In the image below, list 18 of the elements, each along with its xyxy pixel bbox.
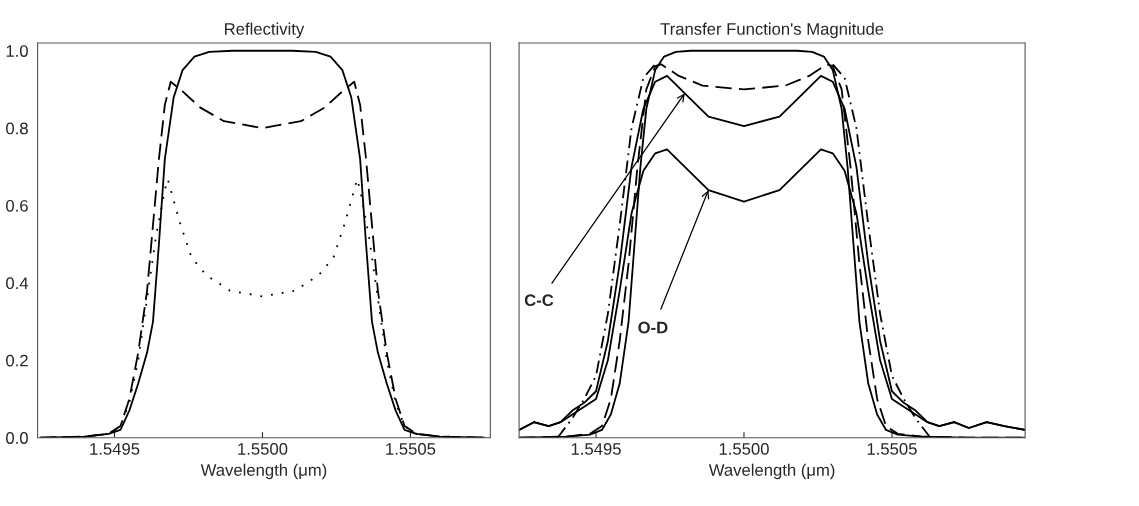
y-tick-label: 0.0 bbox=[6, 432, 28, 444]
annotation: O-D bbox=[638, 321, 668, 334]
x-tick-label: 1.5500 bbox=[238, 442, 288, 455]
x-axis-title: Wavelength (μm) bbox=[200, 463, 327, 480]
x-axis-title: Wavelength (μm) bbox=[708, 463, 835, 480]
annotation: C-C bbox=[524, 294, 554, 307]
y-tick-label: 0.6 bbox=[6, 199, 28, 212]
x-tick-label: 1.5505 bbox=[867, 442, 917, 455]
y-tick-label: 0.2 bbox=[6, 354, 28, 367]
x-tick-label: 1.5500 bbox=[719, 442, 769, 455]
y-tick-label: 0.4 bbox=[6, 277, 29, 290]
x-tick-label: 1.5505 bbox=[386, 442, 436, 455]
y-tick-label: 0.8 bbox=[6, 122, 28, 135]
y-tick-label: 1.0 bbox=[6, 45, 28, 57]
x-tick-label: 1.5495 bbox=[571, 442, 621, 455]
chart-title: Reflectivity bbox=[225, 22, 305, 39]
chart-title: Transfer Function's Magnitude bbox=[660, 22, 884, 39]
x-tick-label: 1.5495 bbox=[90, 442, 140, 455]
